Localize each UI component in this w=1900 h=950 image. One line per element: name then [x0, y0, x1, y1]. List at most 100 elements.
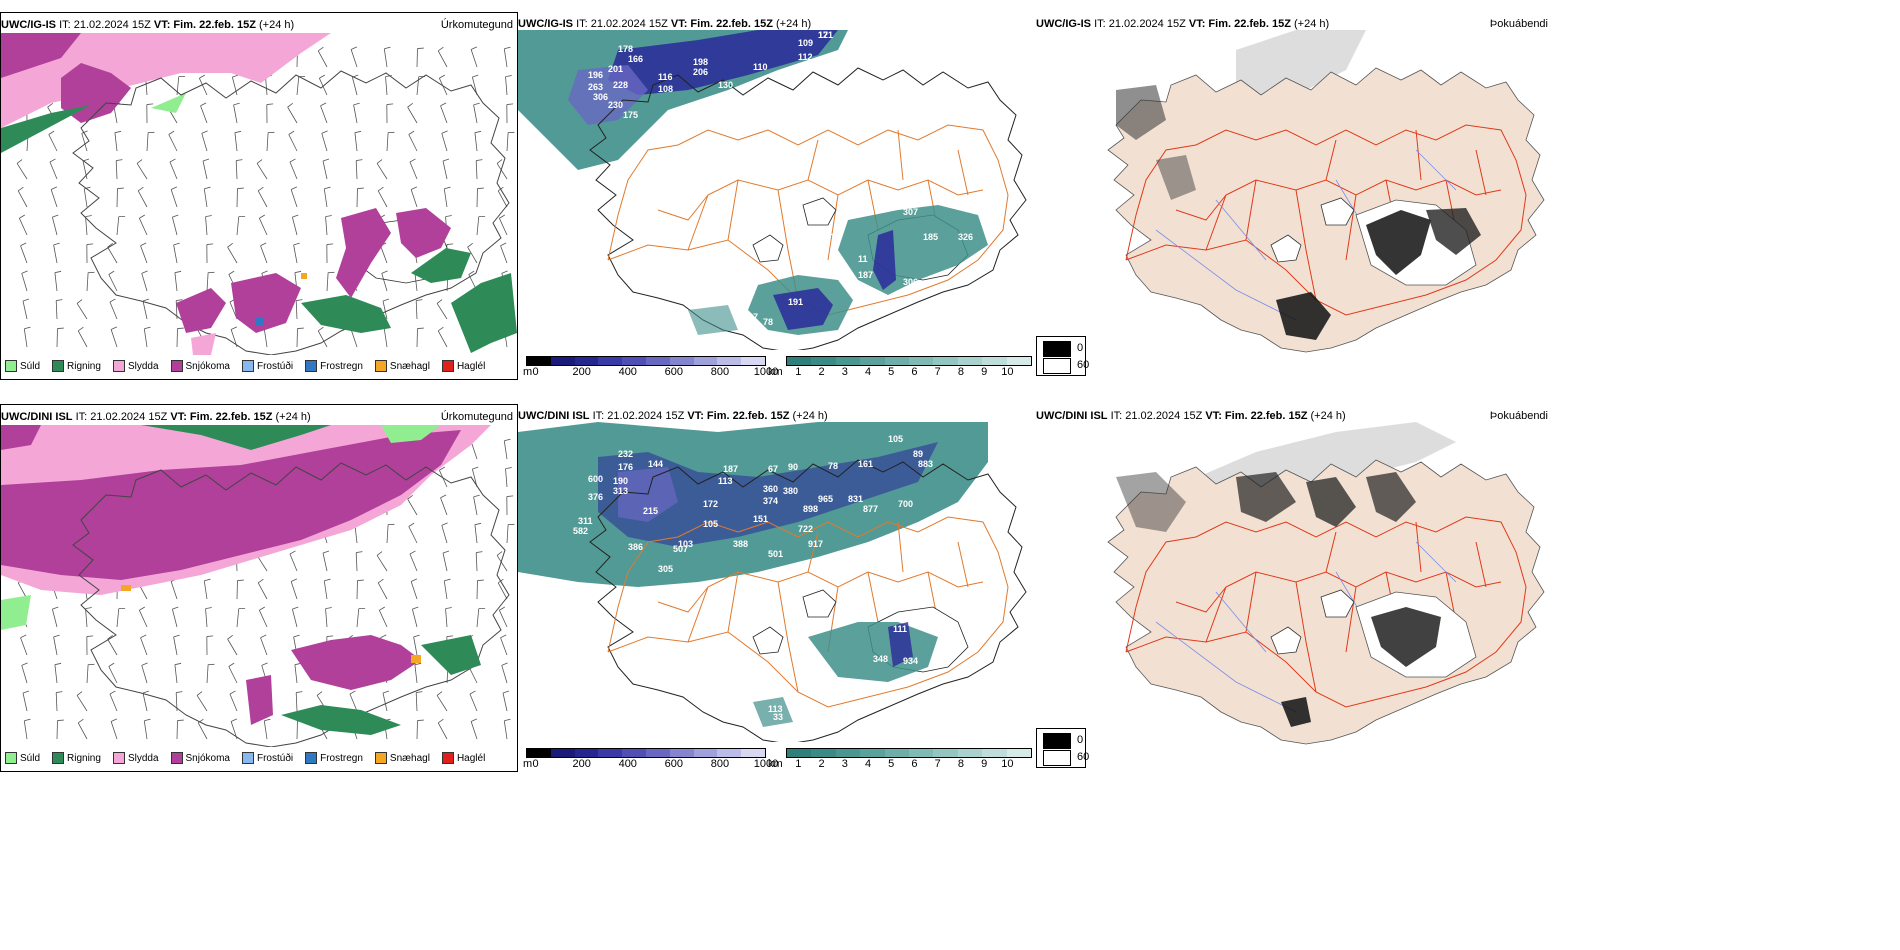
wind-barb	[502, 46, 511, 68]
visibility-value-label: 917	[808, 539, 823, 549]
wind-barb	[322, 270, 335, 292]
wind-barb	[232, 130, 242, 152]
wind-barb	[49, 158, 60, 181]
wind-barb	[202, 606, 213, 628]
wind-barb	[52, 718, 65, 740]
wind-barb	[292, 690, 303, 712]
legend-item: Frostregn	[305, 752, 363, 764]
legend-item: Haglél	[441, 360, 485, 372]
legend-item: Frostregn	[305, 360, 363, 372]
legend-item: Súld	[5, 752, 40, 764]
wind-barb	[502, 438, 511, 460]
wind-barb	[18, 214, 30, 237]
wind-barb	[21, 270, 30, 292]
wind-barb	[22, 718, 31, 740]
panel-title: Úrkomutegund	[440, 411, 513, 423]
wind-barb	[107, 662, 120, 685]
wind-barb	[172, 718, 185, 740]
colorbar-tick: 10	[1001, 758, 1014, 770]
colorbar-tick: 4	[864, 758, 872, 770]
colorbar-tick: 8	[957, 366, 964, 378]
wind-barb	[76, 299, 90, 321]
wind-barb	[290, 186, 300, 208]
wind-barb	[138, 606, 150, 629]
wind-barb	[502, 130, 515, 152]
wind-barb	[19, 634, 30, 656]
wind-barb	[291, 214, 300, 236]
visibility-value-label: 109	[798, 38, 813, 48]
colorbar-cell	[622, 357, 646, 365]
wind-barb	[257, 578, 270, 601]
row2-precip-panel: UWC/DINI ISL IT: 21.02.2024 15Z VT: Fim.…	[0, 404, 518, 772]
wind-barb	[16, 159, 30, 181]
colorbar-tick: 800	[710, 366, 730, 378]
wind-barb	[142, 102, 154, 124]
wind-barb	[438, 74, 450, 97]
colorbar-tick: 8	[957, 758, 964, 770]
panel-header: UWC/IG-IS IT: 21.02.2024 15Z VT: Fim. 22…	[1036, 18, 1548, 30]
fog-legend-swatch-60	[1043, 358, 1071, 374]
visibility-value-label: 582	[573, 526, 588, 536]
wind-barb	[502, 74, 513, 96]
wind-barb	[202, 578, 211, 600]
visibility-value-label: 507	[673, 544, 688, 554]
visibility-value-label: 108	[658, 84, 673, 94]
colorbar-cell	[550, 357, 575, 365]
wind-barb	[262, 718, 271, 740]
wind-barb	[412, 634, 421, 656]
wind-barb	[110, 718, 120, 740]
wind-barb	[172, 326, 185, 348]
colorbar-cell	[933, 357, 958, 365]
wind-barb	[352, 606, 366, 629]
legend-swatch	[170, 752, 183, 764]
wind-barb	[472, 606, 486, 629]
colorbar-cell	[957, 357, 983, 365]
legend-label: Frostregn	[320, 752, 363, 764]
visibility-value-label: 90	[788, 462, 798, 472]
wind-barb	[436, 299, 450, 321]
wind-barb	[50, 186, 60, 208]
wind-barb	[141, 662, 150, 684]
wind-barb	[109, 690, 120, 713]
visibility-value-label: 326	[958, 232, 973, 242]
colorbar-tick: 1	[795, 366, 802, 378]
wind-barb	[441, 522, 450, 544]
wind-barb	[350, 46, 360, 68]
wind-barb	[410, 186, 420, 208]
colorbar-tick: 0	[532, 366, 539, 378]
wind-barb	[17, 186, 30, 209]
legend-item: Frostúði	[241, 360, 293, 372]
legend-item: Slydda	[112, 752, 159, 764]
wind-barb	[410, 578, 420, 600]
row1-visibility-panel: UWC/IG-IS IT: 21.02.2024 15Z VT: Fim. 22…	[518, 12, 1034, 378]
panel-header: UWC/DINI ISL IT: 21.02.2024 15Z VT: Fim.…	[1036, 410, 1548, 422]
visibility-value-label: 380	[783, 486, 798, 496]
precip-legend: Súld Rigning Slydda Snjókoma Frostúði Frostre…	[5, 357, 485, 375]
visibility-value-label: 232	[618, 449, 633, 459]
legend-item: Slydda	[112, 360, 159, 372]
visibility-value-label: 191	[788, 297, 803, 307]
visibility-map: 121 178 166 109 112 198 110 206 196 201 116 130 263 2…	[518, 30, 1034, 350]
colorbar-tick: 1000	[753, 366, 779, 378]
colorbar-cell	[622, 749, 646, 757]
wind-barb	[322, 550, 330, 572]
wind-barb	[436, 691, 450, 713]
wind-barb	[256, 159, 270, 181]
visibility-value-label: 883	[918, 459, 933, 469]
colorbar-cell	[574, 749, 599, 757]
colorbar-cell	[741, 749, 765, 757]
wind-barb	[382, 522, 395, 544]
visibility-value-label: 47	[748, 312, 758, 322]
panel-title: Þokuábendi	[1489, 18, 1548, 30]
colorbar-tick: 0	[532, 758, 539, 770]
wind-barb	[142, 326, 151, 348]
legend-swatch	[5, 752, 17, 764]
legend-swatch	[374, 360, 387, 372]
wind-barb	[172, 662, 182, 684]
colorbar-cell	[787, 357, 812, 365]
wind-barb	[442, 550, 450, 572]
wind-barb	[202, 634, 214, 656]
wind-barb	[77, 326, 90, 349]
wind-barb	[412, 46, 425, 68]
visibility-value-label: 112	[798, 52, 813, 62]
